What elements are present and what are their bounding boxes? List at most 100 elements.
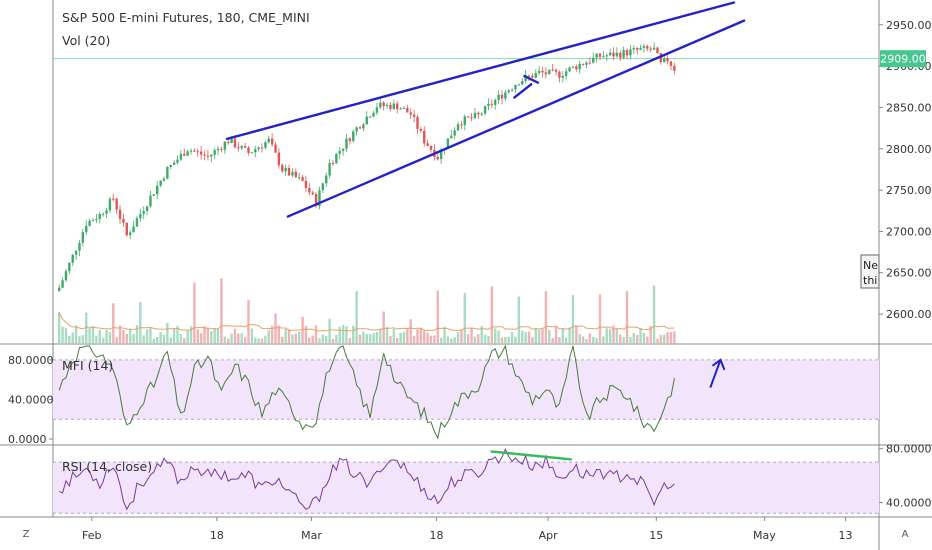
candle [189, 150, 193, 152]
candle [396, 103, 399, 110]
candle [233, 138, 237, 148]
candle [98, 214, 101, 220]
price-tick-label: 2700.00 [886, 225, 932, 238]
mfi-arrow-shaft[interactable] [709, 359, 722, 388]
log-scale-button[interactable]: Z [23, 529, 30, 540]
volume-bar [548, 330, 551, 343]
candle [321, 183, 325, 191]
volume-bar [480, 326, 483, 343]
candle [456, 124, 460, 131]
tooltip-line-1: Ne [863, 259, 878, 272]
candle [287, 168, 291, 176]
candle [88, 220, 91, 226]
trendline-upper-wedge[interactable] [225, 1, 736, 141]
volume-bar [304, 326, 308, 343]
candle [517, 84, 521, 86]
volume-bar [494, 328, 497, 343]
volume-bar [68, 335, 71, 343]
volume-bar [656, 338, 659, 343]
volume-bar [642, 333, 646, 343]
candle [132, 226, 135, 233]
volume-bar [294, 333, 297, 343]
volume-bar [216, 328, 220, 343]
candle [423, 130, 426, 144]
price-tick-label: 2750.00 [886, 184, 932, 197]
candle [581, 64, 585, 66]
volume-bar [571, 295, 575, 343]
volume-bar [179, 333, 183, 343]
rsi-divergence-line[interactable] [490, 450, 572, 461]
rsi-tick-label: 80.0000 [886, 443, 932, 456]
candle [348, 138, 352, 141]
auto-scale-button[interactable]: A [902, 529, 909, 540]
candle [615, 52, 619, 57]
mfi-band [53, 359, 879, 420]
candle [125, 222, 128, 236]
volume-bar [615, 328, 619, 343]
price-panel[interactable] [53, 0, 879, 343]
volume-bar [379, 328, 382, 343]
volume-bar [524, 331, 527, 343]
tooltip-line-2: thi [863, 274, 877, 287]
trendline-short-line-2[interactable] [523, 74, 540, 84]
volume-bar [247, 300, 250, 343]
candle [264, 142, 267, 148]
candle [243, 146, 247, 148]
rsi-axis: 80.0000 40.0000 [879, 443, 932, 510]
candle [466, 116, 470, 118]
volume-bar [210, 331, 213, 343]
time-axis[interactable]: Feb 18 Mar 18 Apr 15 May 13 [82, 517, 853, 542]
volume-bar [213, 328, 216, 343]
volume-bar [541, 328, 544, 343]
volume-bar [372, 333, 375, 343]
volume-bar [463, 293, 466, 343]
volume-bar [281, 336, 284, 343]
volume-bar [243, 336, 247, 343]
candle [521, 81, 524, 85]
candle [379, 102, 382, 108]
candle [534, 72, 537, 78]
last-price-label: 2909.00 [880, 53, 926, 66]
candle [460, 124, 463, 126]
volume-bar [608, 328, 612, 343]
indicator-annotations[interactable] [490, 358, 726, 461]
candle [250, 152, 254, 154]
mfi-arrow-head[interactable] [711, 358, 726, 371]
time-tick-label: 13 [839, 529, 853, 542]
mfi-label: MFI (14) [62, 358, 113, 373]
tooltip-fragment: Ne thi [860, 254, 880, 289]
candle [257, 147, 260, 150]
candle [145, 206, 149, 212]
trendlines[interactable] [225, 1, 746, 218]
volume-bar [348, 338, 352, 343]
candle [565, 71, 568, 76]
volume-bar [287, 329, 291, 343]
volume-bar [328, 318, 331, 343]
volume-bar [581, 336, 585, 343]
volume-bar [429, 335, 433, 343]
candle [480, 113, 483, 115]
candle [635, 48, 639, 50]
candle [578, 64, 581, 70]
candle [274, 144, 277, 153]
candle [372, 112, 375, 117]
volume-bar [375, 331, 379, 343]
price-tick-label: 2850.00 [886, 101, 932, 114]
volume-bar [426, 332, 429, 343]
trendline-short-line-1[interactable] [513, 83, 533, 99]
trendline-lower-wedge[interactable] [286, 19, 746, 218]
candle [649, 48, 652, 50]
volume-bar [365, 334, 368, 343]
volume-bar [169, 337, 172, 343]
volume-bar [172, 328, 176, 343]
candle [419, 128, 423, 131]
candle [392, 103, 396, 110]
volume-bar [389, 335, 392, 343]
rsi-tick-label: 40.0000 [886, 497, 932, 510]
candle [561, 75, 565, 78]
candle [152, 194, 156, 196]
candle [541, 70, 544, 73]
volume-bar [585, 338, 588, 343]
candle [602, 56, 605, 58]
